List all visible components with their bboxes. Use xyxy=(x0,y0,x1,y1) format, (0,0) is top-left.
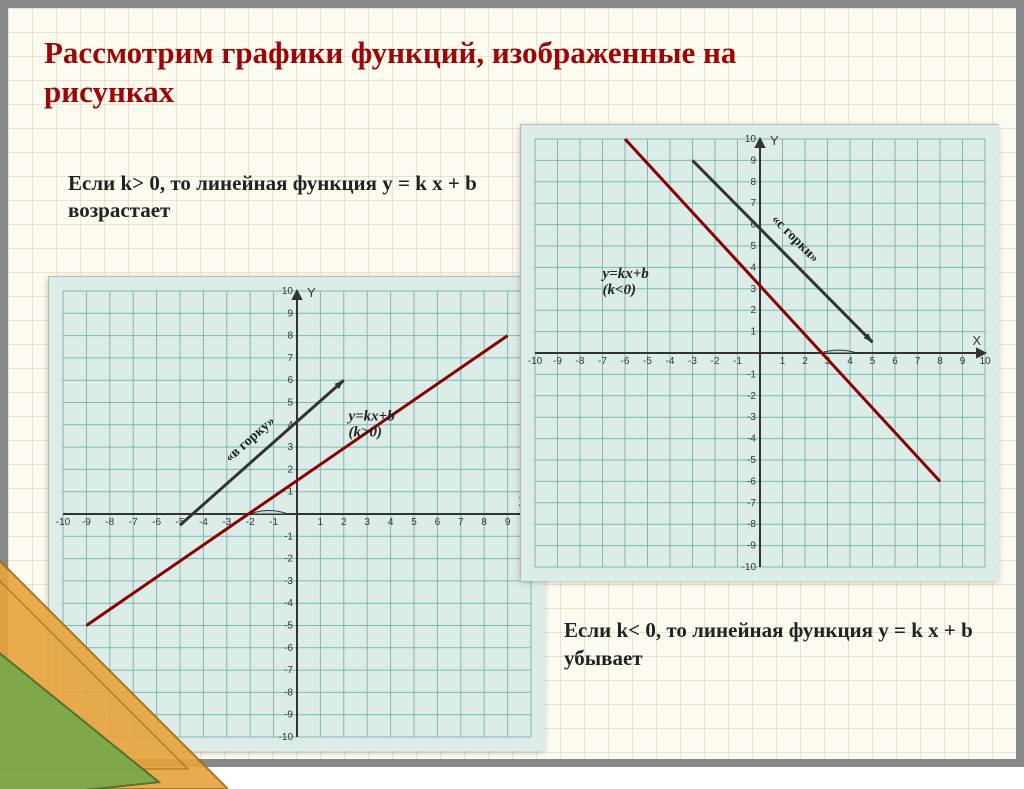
svg-text:-7: -7 xyxy=(129,517,138,528)
svg-text:3: 3 xyxy=(287,442,293,453)
svg-text:Y: Y xyxy=(770,133,779,148)
caption-k-negative: Если k< 0, то линейная функция y = k x +… xyxy=(564,616,984,673)
svg-text:6: 6 xyxy=(892,356,898,367)
svg-text:-3: -3 xyxy=(688,356,697,367)
svg-text:6: 6 xyxy=(287,375,293,386)
svg-text:2: 2 xyxy=(341,517,347,528)
svg-text:-4: -4 xyxy=(284,598,293,609)
svg-text:-6: -6 xyxy=(284,643,293,654)
svg-text:8: 8 xyxy=(481,517,487,528)
svg-text:-6: -6 xyxy=(621,356,630,367)
svg-text:1: 1 xyxy=(780,356,786,367)
svg-text:-7: -7 xyxy=(284,665,293,676)
svg-text:-6: -6 xyxy=(152,517,161,528)
page-title: Рассмотрим графики функций, изображенные… xyxy=(44,34,864,112)
svg-text:-4: -4 xyxy=(199,517,208,528)
svg-text:2: 2 xyxy=(287,464,293,475)
condition-label: (k>0) xyxy=(348,424,382,440)
formula-label: y=kx+b xyxy=(346,408,395,424)
svg-text:-2: -2 xyxy=(284,554,293,565)
svg-text:1: 1 xyxy=(750,327,756,338)
svg-text:-1: -1 xyxy=(269,517,278,528)
svg-text:-6: -6 xyxy=(747,476,756,487)
svg-text:-10: -10 xyxy=(279,732,294,743)
svg-text:-3: -3 xyxy=(284,576,293,587)
svg-text:-7: -7 xyxy=(747,498,756,509)
svg-text:-8: -8 xyxy=(747,519,756,530)
svg-text:2: 2 xyxy=(802,356,808,367)
svg-text:9: 9 xyxy=(750,155,756,166)
svg-text:9: 9 xyxy=(960,356,966,367)
svg-text:-3: -3 xyxy=(747,412,756,423)
svg-text:-1: -1 xyxy=(733,356,742,367)
svg-text:-9: -9 xyxy=(553,356,562,367)
svg-text:Y: Y xyxy=(307,285,316,300)
svg-text:5: 5 xyxy=(287,398,293,409)
svg-text:-4: -4 xyxy=(666,356,675,367)
svg-text:-10: -10 xyxy=(528,356,543,367)
svg-text:4: 4 xyxy=(388,517,394,528)
svg-text:-9: -9 xyxy=(747,541,756,552)
svg-text:9: 9 xyxy=(287,308,293,319)
svg-text:-8: -8 xyxy=(105,517,114,528)
svg-text:-5: -5 xyxy=(643,356,652,367)
caption-k-positive: Если k> 0, то линейная функция y = k x +… xyxy=(68,170,498,225)
svg-text:-1: -1 xyxy=(284,531,293,542)
svg-text:7: 7 xyxy=(287,353,293,364)
formula-label: y=kx+b xyxy=(601,266,650,282)
svg-text:-1: -1 xyxy=(747,369,756,380)
chart-decreasing: -10 -9 -8 -7 -6 -5 -4 -3 -2 -1 1 2 3 4 5 6 7 8 9 10 -10 -9 -8 -… xyxy=(520,124,998,580)
svg-text:X: X xyxy=(972,333,981,348)
svg-text:-2: -2 xyxy=(747,391,756,402)
slide: Рассмотрим графики функций, изображенные… xyxy=(0,0,1024,767)
svg-text:-5: -5 xyxy=(747,455,756,466)
svg-text:-4: -4 xyxy=(747,434,756,445)
svg-text:10: 10 xyxy=(282,286,294,297)
svg-text:8: 8 xyxy=(750,177,756,188)
svg-text:7: 7 xyxy=(915,356,921,367)
svg-text:1: 1 xyxy=(318,517,324,528)
svg-text:3: 3 xyxy=(750,284,756,295)
svg-text:4: 4 xyxy=(847,356,853,367)
svg-text:-10: -10 xyxy=(742,562,757,573)
svg-text:10: 10 xyxy=(745,134,757,145)
chart-increasing: -10 -9 -8 -7 -6 -5 -4 -3 -2 -1 1 2 3 4 5 6 7 8 9 10 -10 -9 -8 -… xyxy=(48,276,544,750)
svg-text:4: 4 xyxy=(750,262,756,273)
svg-text:-9: -9 xyxy=(284,710,293,721)
svg-text:7: 7 xyxy=(458,517,464,528)
svg-text:-2: -2 xyxy=(246,517,255,528)
svg-text:-7: -7 xyxy=(598,356,607,367)
svg-text:-8: -8 xyxy=(284,687,293,698)
svg-text:-8: -8 xyxy=(576,356,585,367)
svg-text:8: 8 xyxy=(937,356,943,367)
condition-label: (k<0) xyxy=(603,282,637,298)
svg-text:2: 2 xyxy=(750,305,756,316)
svg-text:10: 10 xyxy=(979,356,991,367)
svg-text:8: 8 xyxy=(287,331,293,342)
svg-text:-5: -5 xyxy=(284,621,293,632)
svg-text:-9: -9 xyxy=(82,517,91,528)
svg-text:5: 5 xyxy=(411,517,417,528)
svg-text:-10: -10 xyxy=(56,517,71,528)
svg-text:5: 5 xyxy=(750,241,756,252)
svg-text:7: 7 xyxy=(750,198,756,209)
svg-text:6: 6 xyxy=(435,517,441,528)
svg-text:5: 5 xyxy=(870,356,876,367)
svg-text:1: 1 xyxy=(287,487,293,498)
svg-text:-2: -2 xyxy=(711,356,720,367)
svg-text:9: 9 xyxy=(505,517,511,528)
svg-text:3: 3 xyxy=(364,517,370,528)
